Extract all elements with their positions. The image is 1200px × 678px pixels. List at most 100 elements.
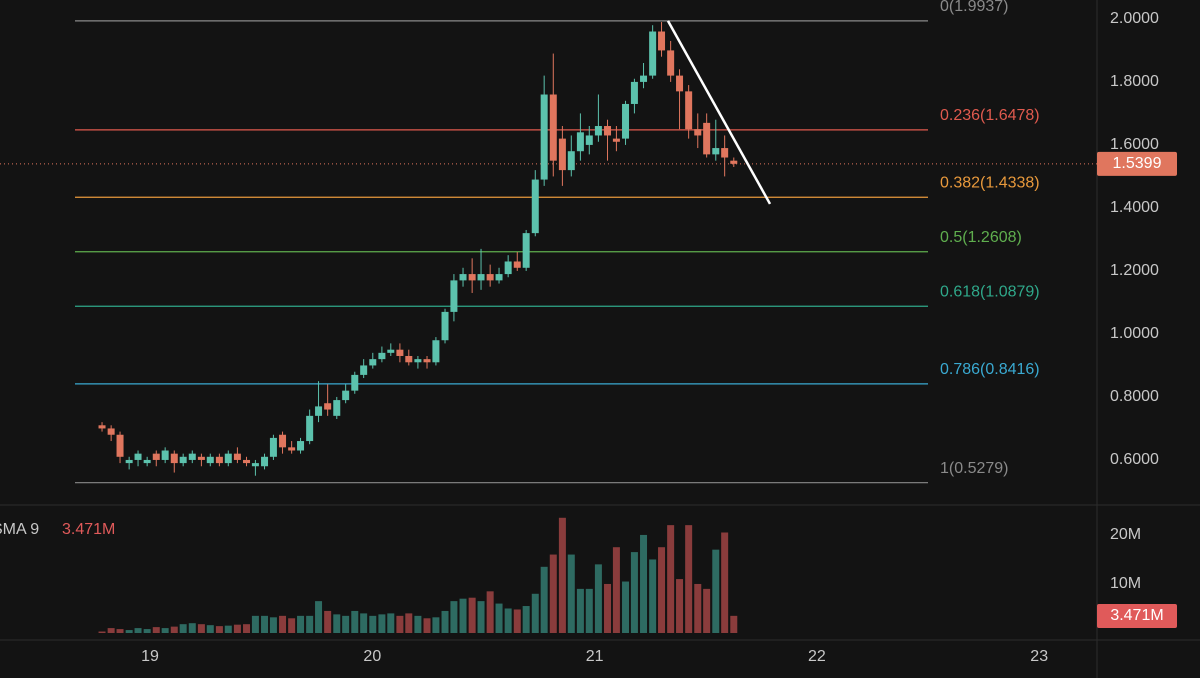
x-tick-label: 19 [141,648,159,665]
volume-bar [288,618,296,633]
volume-bar [414,615,422,633]
y-tick-label: 1.6000 [1110,136,1159,153]
volume-bar [450,601,458,633]
volume-bar [477,601,485,633]
volume-bar [604,583,612,633]
volume-bar [324,610,332,633]
volume-bar [567,554,575,633]
volume-bar [206,625,214,633]
candle-body [261,456,269,467]
volume-bar [161,628,169,633]
candle-body [405,355,413,363]
y-tick-label: 1.8000 [1110,73,1159,90]
candle-body [495,274,503,281]
volume-bar [667,525,675,633]
fib-level-label: 0(1.9937) [940,0,1009,15]
volume-bar [261,615,269,633]
volume-bar [107,628,115,633]
candle-body [477,274,485,281]
candle-body [387,349,395,353]
volume-bar [297,615,305,633]
candle-body [576,132,584,152]
volume-bar [188,623,196,633]
candle-body [676,75,684,92]
candle-body [297,441,305,451]
volume-bar [342,615,350,633]
volume-sma-box [1097,603,1177,628]
volume-bar [576,588,584,633]
volume-bar [504,608,512,633]
volume-bar [315,601,323,633]
volume-bar [612,547,620,633]
candle-body [161,450,169,460]
volume-tick-label: 10M [1110,575,1141,592]
volume-bar [432,617,440,633]
volume-bar [585,588,593,633]
candle-body [188,453,196,460]
candle-body [450,280,458,312]
candle-body [333,400,341,416]
volume-bar [378,614,386,633]
candle-body [730,160,738,164]
candle-body [531,179,539,234]
candle-body [342,390,350,401]
x-tick-label: 23 [1030,648,1048,665]
volume-bar [622,581,630,633]
volume-bar [423,618,431,633]
volume-bar [179,624,187,633]
x-tick-label: 22 [808,648,826,665]
volume-tick-label: 20M [1110,526,1141,543]
volume-bar [703,588,711,633]
volume-bar [558,517,566,633]
candle-body [197,456,205,460]
volume-bar [522,606,530,633]
volume-bar [712,549,720,633]
candle-body [251,463,259,467]
volume-bar [170,626,178,633]
candle-body [459,274,467,281]
candle-body [206,456,214,464]
fib-level-label: 1(0.5279) [940,460,1009,477]
volume-bar [279,615,287,633]
fib-level-label: 0.382(1.4338) [940,174,1040,191]
y-tick-label: 1.4000 [1110,199,1159,216]
candle-body [233,453,241,460]
volume-bar [694,583,702,633]
volume-bar [685,525,693,633]
candle-body [369,359,377,366]
candle-body [152,453,160,460]
candle-body [98,425,106,429]
candle-body [504,261,512,275]
volume-bar [360,613,368,633]
candle-body [630,81,638,104]
candle-body [107,428,115,435]
volume-bar [134,628,142,633]
candle-body [540,94,548,180]
volume-bar [658,547,666,633]
volume-bar [251,615,259,633]
candle-body [134,453,142,460]
candle-body [360,365,368,375]
volume-bar [640,534,648,633]
y-tick-label: 2.0000 [1110,10,1159,27]
y-tick-label: 0.6000 [1110,451,1159,468]
candle-body [522,233,530,268]
volume-bar [676,579,684,633]
volume-bar [441,610,449,633]
candle-body [243,459,251,464]
candle-body [215,456,223,464]
y-tick-label: 0.8000 [1110,388,1159,405]
candle-body [486,274,494,281]
x-tick-label: 20 [363,648,381,665]
fib-level-label: 0.786(0.8416) [940,361,1040,378]
volume-indicator-name: SMA 9 [0,521,39,538]
volume-bar [405,613,413,633]
candle-body [594,126,602,136]
candle-body [685,91,693,130]
volume-bar [306,615,314,633]
candle-body [649,31,657,76]
candle-body [179,456,187,464]
y-tick-label: 1.0000 [1110,325,1159,342]
